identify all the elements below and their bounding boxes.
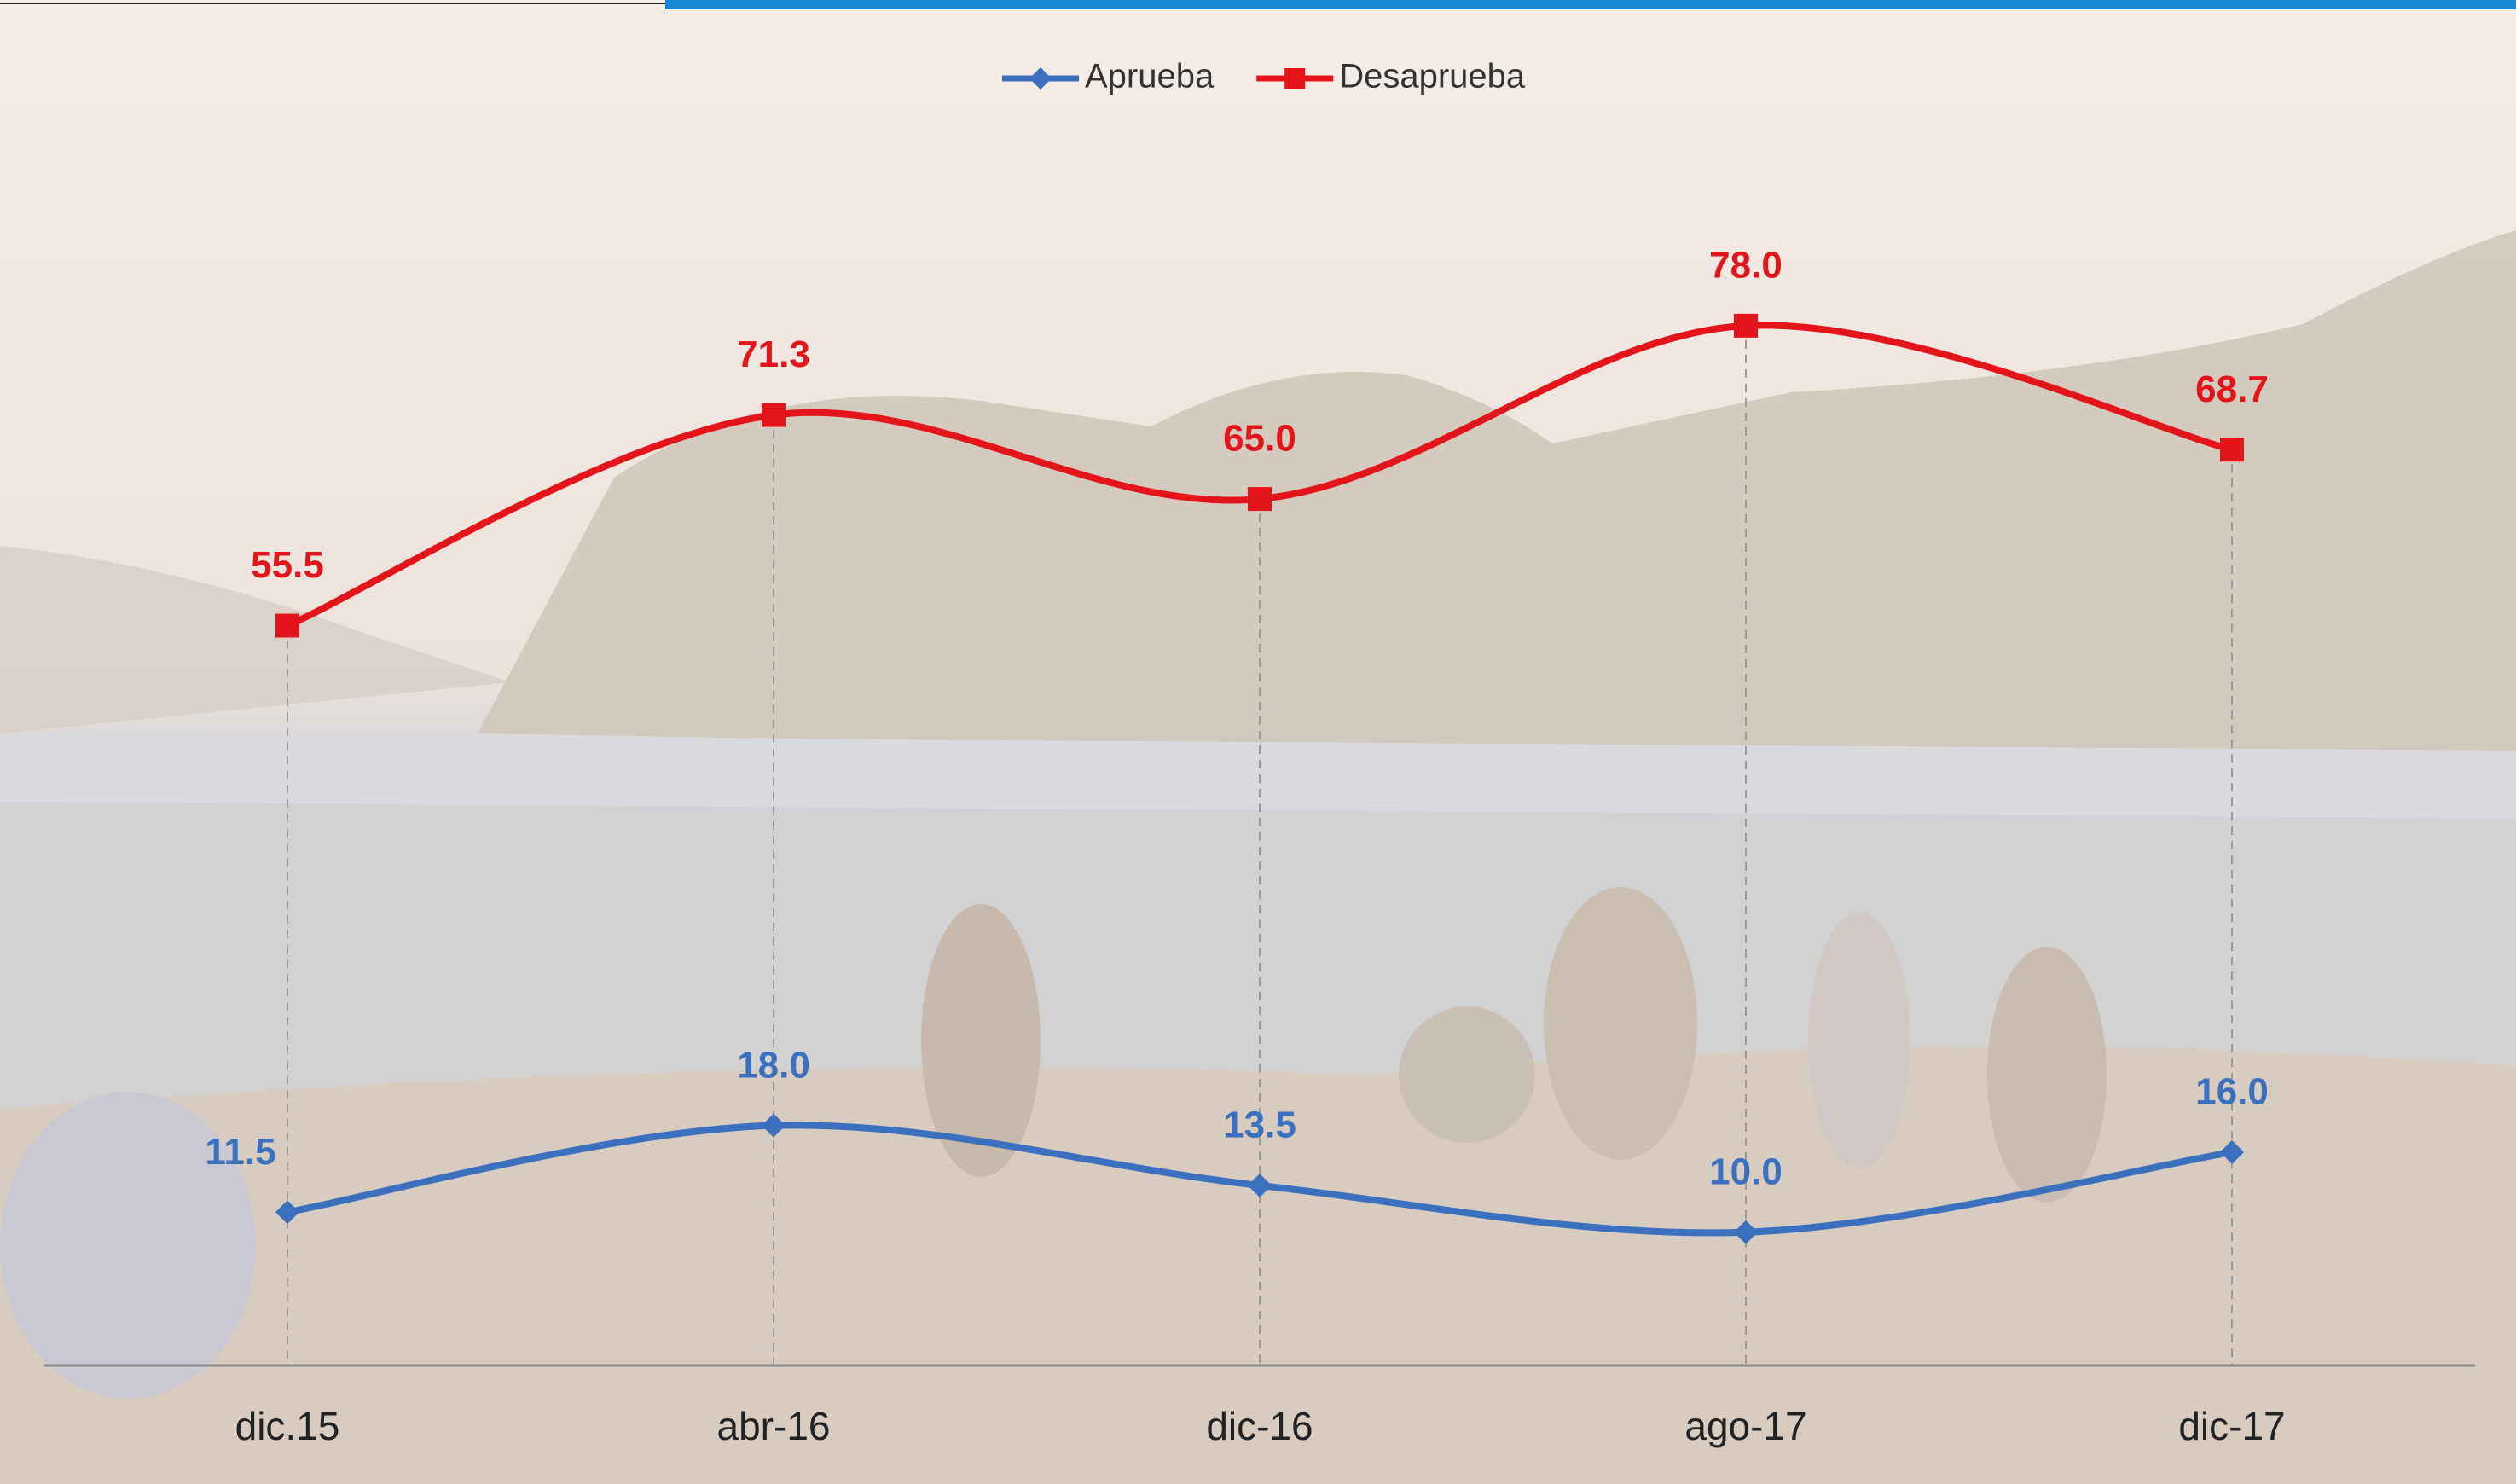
legend-label: Aprueba [1085,58,1215,96]
page: {"chart_data": {"type": "line", "categor… [0,0,2516,1484]
x-tick-label: dic-17 [2178,1404,2285,1448]
top-bar [665,0,2516,9]
data-point [275,614,299,638]
data-point [2220,438,2244,461]
background-photo [0,0,2516,1484]
data-label: 13.5 [1223,1104,1296,1146]
data-label: 78.0 [1709,244,1783,286]
chart: dic.15 abr-16 dic-16 ago-17 dic-17 11.5 18.0 13… [0,0,2516,1484]
x-tick-label: dic-16 [1206,1404,1313,1448]
legend-label: Desaprueba [1339,58,1526,96]
data-point [1734,314,1758,338]
data-point [762,403,786,427]
data-label: 71.3 [737,333,810,375]
data-label: 10.0 [1709,1151,1783,1192]
data-label: 68.7 [2195,368,2269,410]
x-tick-label: ago-17 [1684,1404,1806,1448]
x-tick-label: abr-16 [717,1404,831,1448]
data-label: 65.0 [1223,418,1296,460]
data-label: 11.5 [205,1131,275,1173]
x-tick-label: dic.15 [235,1404,340,1448]
data-label: 55.5 [251,544,324,586]
data-label: 16.0 [2195,1071,2269,1113]
legend-marker [1284,68,1305,89]
data-point [1248,487,1272,511]
data-label: 18.0 [737,1044,810,1086]
